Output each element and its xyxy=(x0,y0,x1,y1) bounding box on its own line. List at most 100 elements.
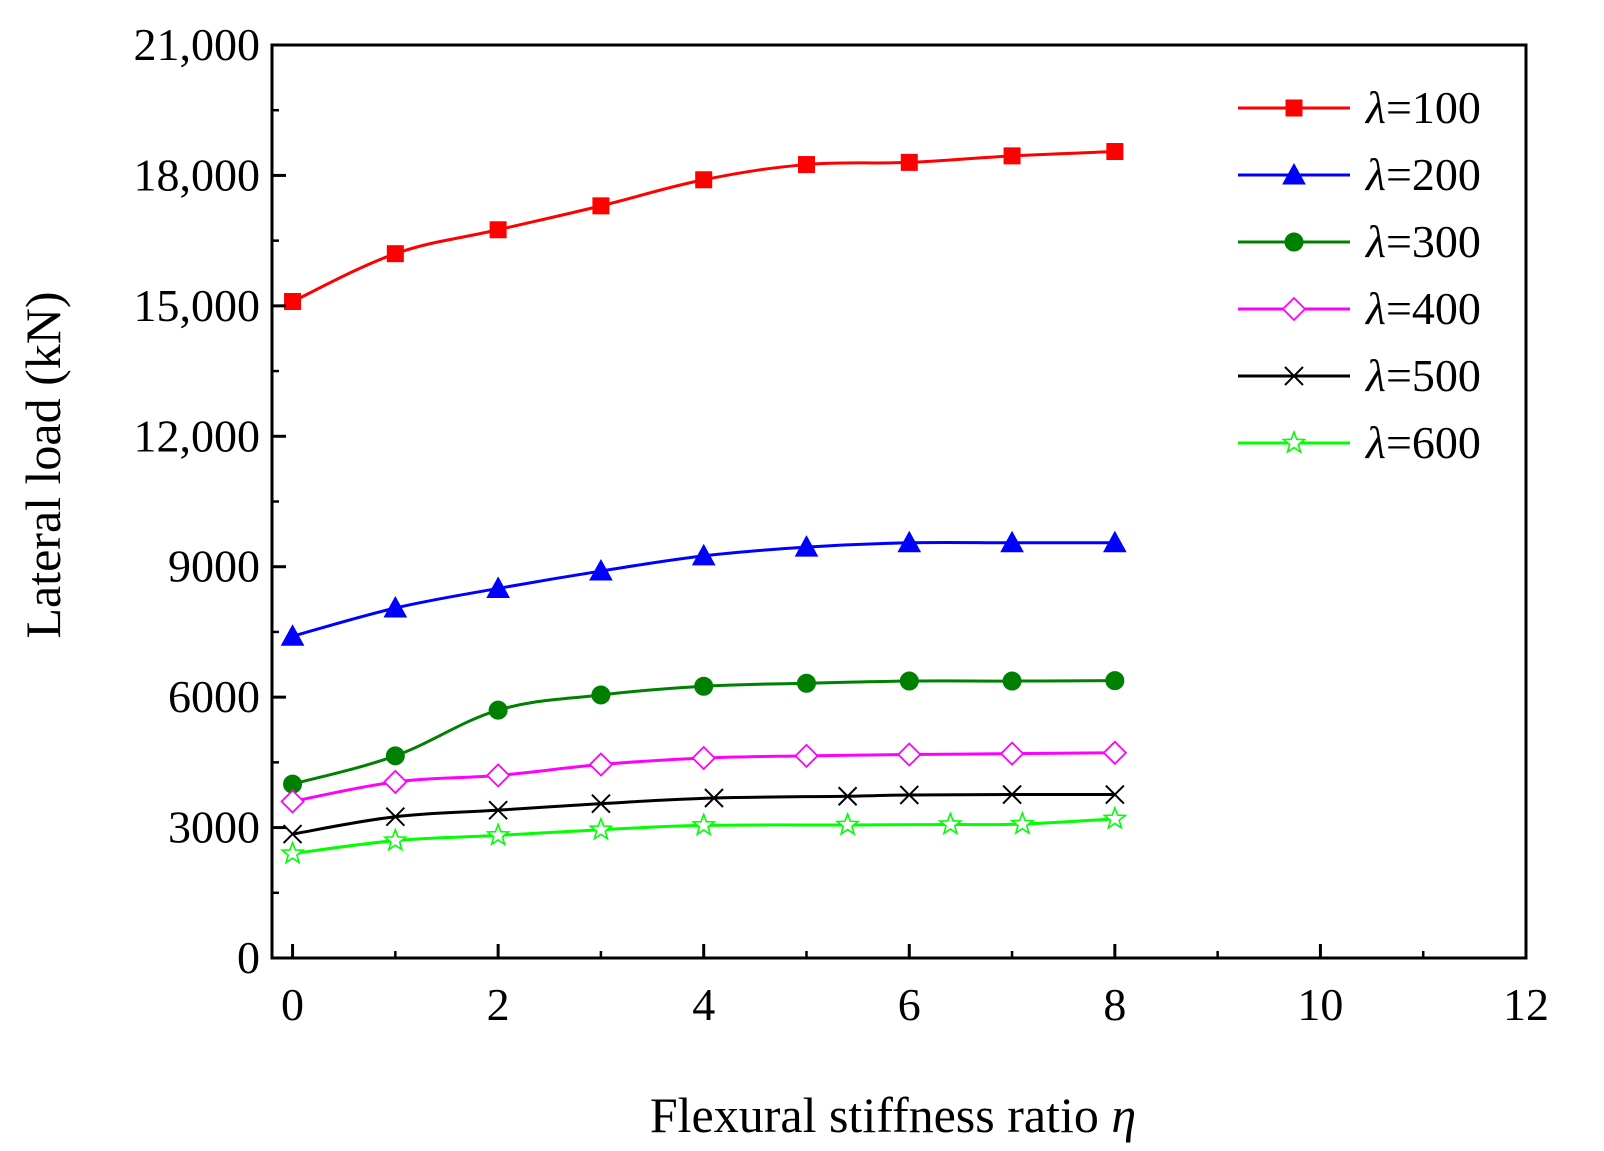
series-5 xyxy=(279,805,1128,865)
legend-marker xyxy=(1281,429,1307,454)
x-tick-label: 10 xyxy=(1297,979,1343,1030)
data-point xyxy=(280,624,305,646)
data-point xyxy=(691,745,716,771)
plot-layer xyxy=(279,143,1128,865)
y-tick-label: 12,000 xyxy=(134,410,261,461)
data-point xyxy=(485,822,511,847)
legend-symbol: λ xyxy=(1364,82,1386,133)
data-point xyxy=(1009,810,1035,835)
x-tick-label: 12 xyxy=(1503,979,1549,1030)
data-point xyxy=(897,742,922,767)
data-point xyxy=(1102,805,1128,830)
legend-value: =100 xyxy=(1386,82,1481,133)
y-tick-label: 15,000 xyxy=(134,280,261,331)
data-point xyxy=(897,530,922,553)
y-tick-label: 6000 xyxy=(168,671,260,722)
x-tick-label: 8 xyxy=(1103,979,1126,1030)
data-point xyxy=(1105,784,1125,805)
legend-label: λ=400 xyxy=(1364,283,1481,334)
legend-value: =200 xyxy=(1386,149,1481,200)
data-point xyxy=(999,741,1025,766)
legend-item: λ=100 xyxy=(1238,82,1481,133)
series-3 xyxy=(280,740,1128,814)
data-point xyxy=(691,812,717,837)
data-point xyxy=(385,806,406,827)
data-point xyxy=(489,221,507,239)
data-point xyxy=(485,763,511,788)
data-point xyxy=(591,685,611,705)
data-point xyxy=(588,752,614,777)
legend-item: λ=200 xyxy=(1238,149,1481,200)
data-point xyxy=(383,595,408,618)
data-point xyxy=(383,769,408,795)
data-point xyxy=(589,559,613,581)
legend-marker xyxy=(1285,99,1303,117)
legend-symbol: λ xyxy=(1364,216,1386,267)
data-point xyxy=(488,800,508,820)
data-point xyxy=(588,816,614,841)
legend-marker xyxy=(1284,366,1304,386)
data-point xyxy=(386,245,404,263)
legend-item: λ=300 xyxy=(1238,216,1481,267)
legend-symbol: λ xyxy=(1364,149,1386,200)
data-point xyxy=(280,789,305,814)
legend-label: λ=200 xyxy=(1364,149,1481,200)
x-tick-label: 4 xyxy=(692,979,715,1030)
data-point xyxy=(591,793,611,814)
data-point xyxy=(1105,671,1125,691)
y-tick-label: 0 xyxy=(237,932,260,983)
data-point xyxy=(695,171,713,189)
legend-item: λ=500 xyxy=(1238,350,1481,401)
plot-frame xyxy=(270,43,1528,960)
data-point xyxy=(899,671,919,691)
data-point xyxy=(794,743,819,769)
legend-label: λ=600 xyxy=(1364,417,1481,468)
data-point xyxy=(279,840,306,865)
y-tick-label: 18,000 xyxy=(134,149,261,200)
y-tick-label: 21,000 xyxy=(134,19,261,70)
data-point xyxy=(1002,671,1022,691)
data-point xyxy=(837,786,858,806)
data-point xyxy=(704,788,724,808)
series-0 xyxy=(284,143,1124,311)
y-axis-title: Lateral load (kN) xyxy=(15,291,71,638)
legend-value: =600 xyxy=(1386,417,1481,468)
data-point xyxy=(899,785,919,805)
series-4 xyxy=(282,784,1125,844)
legend-marker xyxy=(1284,232,1304,252)
data-point xyxy=(691,543,716,566)
legend-symbol: λ xyxy=(1364,417,1386,468)
legend-label: λ=300 xyxy=(1364,216,1481,267)
legend-value: =400 xyxy=(1386,283,1481,334)
legend-value: =300 xyxy=(1386,216,1481,267)
legend-label: λ=100 xyxy=(1364,82,1481,133)
data-point xyxy=(592,197,610,215)
legend-marker xyxy=(1281,296,1307,322)
data-point xyxy=(1002,784,1022,805)
x-tick-label: 0 xyxy=(281,979,304,1030)
data-point xyxy=(488,700,508,720)
x-tick-label: 2 xyxy=(487,979,510,1030)
data-point xyxy=(794,535,819,557)
series-2 xyxy=(283,671,1125,794)
data-point xyxy=(1003,147,1021,165)
data-point xyxy=(282,824,303,844)
data-point xyxy=(1106,143,1124,161)
data-point xyxy=(937,811,964,836)
legend-label: λ=500 xyxy=(1364,350,1481,401)
axes-layer: 0 2 4 6 8 10 12 0 3000 6000 9000 12,000 15,000 18,000… xyxy=(134,19,1550,1030)
data-point xyxy=(900,153,918,171)
data-point xyxy=(385,746,405,766)
data-point xyxy=(1103,530,1127,553)
legend-value: =500 xyxy=(1386,350,1481,401)
data-point xyxy=(1102,740,1128,766)
data-point xyxy=(1000,530,1024,553)
series-1 xyxy=(280,530,1127,646)
data-point xyxy=(486,576,510,598)
legend-marker xyxy=(1282,162,1306,185)
data-point xyxy=(797,156,815,174)
data-point xyxy=(796,673,816,693)
legend-item: λ=400 xyxy=(1238,283,1481,334)
